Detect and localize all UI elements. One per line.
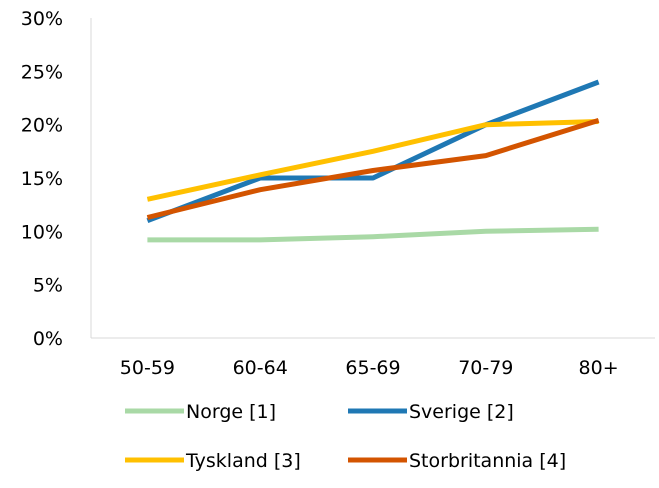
y-tick-label: 15%	[21, 168, 63, 190]
y-tick-label: 10%	[21, 221, 63, 243]
legend-item: Sverige [2]	[348, 401, 514, 423]
series-line-2	[146, 119, 599, 202]
legend-label: Sverige [2]	[409, 401, 514, 423]
series-line-1	[146, 79, 600, 224]
y-tick-label: 30%	[21, 8, 63, 30]
y-tick-label: 5%	[33, 275, 63, 297]
x-tick-label: 50-59	[120, 357, 175, 379]
legend-item: Norge [1]	[125, 401, 276, 423]
y-tick-label: 0%	[33, 328, 63, 350]
series-lines	[146, 79, 600, 243]
x-tick-label: 65-69	[345, 357, 400, 379]
x-tick-label: 70-79	[458, 357, 513, 379]
series-line-3	[146, 118, 600, 220]
y-axis-ticks: 0% 5% 10% 15% 20% 25% 30%	[21, 8, 63, 350]
legend-label: Storbritannia [4]	[409, 450, 566, 472]
legend-label: Norge [1]	[186, 401, 276, 423]
y-tick-label: 20%	[21, 115, 63, 137]
x-axis-ticks: 50-59 60-64 65-69 70-79 80+	[120, 357, 619, 379]
legend-label: Tyskland [3]	[185, 450, 301, 472]
x-tick-label: 80+	[579, 357, 619, 379]
legend-item: Tyskland [3]	[125, 450, 301, 472]
x-tick-label: 60-64	[233, 357, 288, 379]
legend-item: Storbritannia [4]	[348, 450, 566, 472]
series-line-0	[147, 226, 599, 243]
axes	[90, 18, 655, 339]
y-tick-label: 25%	[21, 61, 63, 83]
legend: Norge [1] Sverige [2] Tyskland [3] Storbrit…	[125, 401, 566, 472]
